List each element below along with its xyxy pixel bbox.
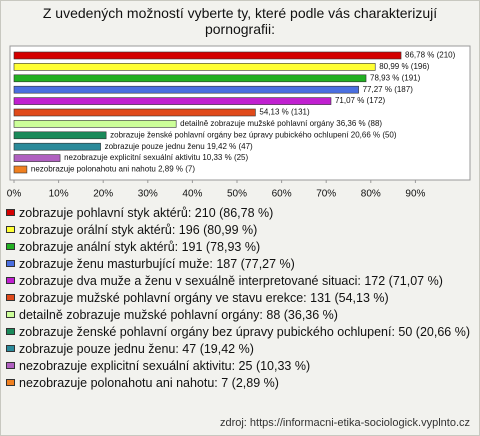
bar: [13, 120, 177, 128]
value-label: nezobrazuje polonahotu ani nahotu 2,89 %…: [31, 165, 195, 174]
legend-swatch: [6, 277, 15, 284]
legend-swatch: [6, 345, 15, 352]
legend: zobrazuje pohlavní styk aktérů: 210 (86,…: [6, 205, 474, 392]
legend-item: zobrazuje ženu masturbující muže: 187 (7…: [6, 256, 474, 272]
bar: [13, 108, 256, 117]
legend-label: zobrazuje ženské pohlavní orgány bez úpr…: [19, 325, 470, 339]
value-label: 77,27 % (187): [363, 85, 414, 94]
legend-item: zobrazuje dva muže a ženu v sexuálně int…: [6, 273, 474, 289]
legend-label: zobrazuje pouze jednu ženu: 47 (19,42 %): [19, 342, 254, 356]
legend-item: zobrazuje pouze jednu ženu: 47 (19,42 %): [6, 341, 474, 357]
legend-item: zobrazuje mužské pohlavní orgány ve stav…: [6, 290, 474, 306]
legend-swatch: [6, 379, 15, 386]
legend-item: zobrazuje orální styk aktérů: 196 (80,99…: [6, 222, 474, 238]
value-label: zobrazuje pouze jednu ženu 19,42 % (47): [105, 142, 253, 151]
x-tick-label: 20%: [93, 189, 113, 200]
chart: 0% 10% 20% 30% 40% 50% 60% 70% 80% 90% 86,78 % (21…: [7, 45, 471, 200]
bar: [13, 154, 61, 162]
legend-swatch: [6, 311, 15, 318]
legend-item: zobrazuje pohlavní styk aktérů: 210 (86,…: [6, 205, 474, 221]
value-label: zobrazuje ženské pohlavní orgány bez úpr…: [110, 130, 397, 139]
legend-label: zobrazuje orální styk aktérů: 196 (80,99…: [19, 223, 258, 237]
value-label: 86,78 % (210): [405, 51, 456, 60]
legend-label: zobrazuje mužské pohlavní orgány ve stav…: [19, 291, 389, 305]
x-tick-label: 90%: [405, 189, 425, 200]
value-label: 80,99 % (196): [379, 62, 430, 71]
legend-item: detailně zobrazuje mužské pohlavní orgán…: [6, 307, 474, 323]
value-label: 54,13 % (131): [259, 108, 310, 117]
bar: [13, 85, 359, 94]
x-tick-label: 60%: [272, 189, 292, 200]
value-label: 71,07 % (172): [335, 96, 386, 105]
x-tick-label: 50%: [227, 189, 247, 200]
legend-label: zobrazuje dva muže a ženu v sexuálně int…: [19, 274, 443, 288]
legend-item: nezobrazuje explicitní sexuální aktivitu…: [6, 358, 474, 374]
legend-swatch: [6, 294, 15, 301]
bar: [13, 97, 332, 105]
x-tick-label: 80%: [361, 189, 381, 200]
legend-label: nezobrazuje polonahotu ani nahotu: 7 (2,…: [19, 376, 279, 390]
x-tick-label: 30%: [138, 189, 158, 200]
legend-item: zobrazuje anální styk aktérů: 191 (78,93…: [6, 239, 474, 255]
bar: [13, 63, 376, 71]
legend-swatch: [6, 226, 15, 233]
legend-label: nezobrazuje explicitní sexuální aktivitu…: [19, 359, 311, 373]
legend-swatch: [6, 362, 15, 369]
legend-label: zobrazuje ženu masturbující muže: 187 (7…: [19, 257, 295, 271]
bar: [13, 74, 367, 83]
bar: [13, 51, 402, 60]
legend-swatch: [6, 243, 15, 250]
value-label: detailně zobrazuje mužské pohlavní orgán…: [180, 119, 382, 128]
value-label: nezobrazuje explicitní sexuální aktivitu…: [64, 153, 248, 162]
legend-item: zobrazuje ženské pohlavní orgány bez úpr…: [6, 324, 474, 340]
bar: [13, 142, 101, 151]
x-tick-label: 10%: [49, 189, 69, 200]
legend-swatch: [6, 209, 15, 216]
legend-swatch: [6, 260, 15, 267]
x-tick-label: 0%: [7, 189, 22, 200]
legend-item: nezobrazuje polonahotu ani nahotu: 7 (2,…: [6, 375, 474, 391]
bar: [13, 131, 107, 140]
legend-label: zobrazuje pohlavní styk aktérů: 210 (86,…: [19, 206, 274, 220]
legend-swatch: [6, 328, 15, 335]
x-tick-label: 70%: [316, 189, 336, 200]
source: zdroj: https://informacni-etika-sociolog…: [219, 417, 470, 429]
bar: [13, 165, 28, 174]
chart-title: Z uvedených možností vyberte ty, které p…: [42, 5, 438, 37]
legend-label: detailně zobrazuje mužské pohlavní orgán…: [19, 308, 338, 322]
x-tick-label: 40%: [182, 189, 202, 200]
value-label: 78,93 % (191): [370, 73, 421, 82]
legend-label: zobrazuje anální styk aktérů: 191 (78,93…: [19, 240, 261, 254]
